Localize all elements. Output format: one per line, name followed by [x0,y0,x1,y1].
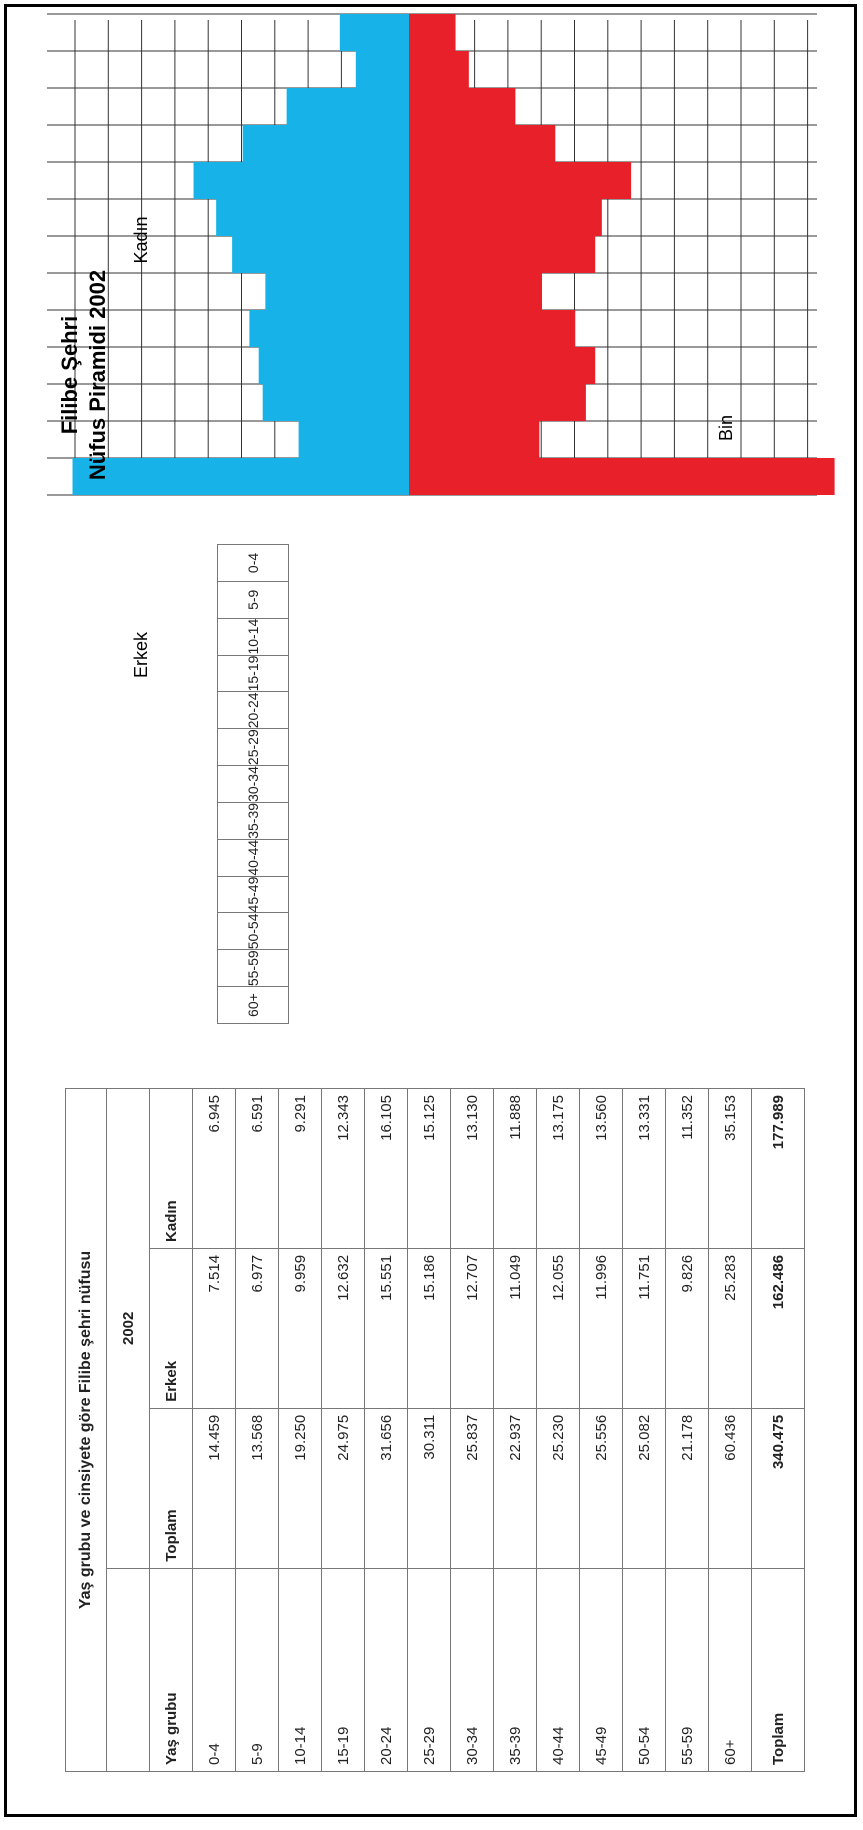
population-pyramid-chart: 3210123 Filibe Şehri Nüfus Piramidi 2002… [47,13,835,678]
chart-title: Filibe Şehri [57,316,82,435]
legend-female-label: Kadın [131,216,151,263]
bar-female [409,458,835,495]
page-frame: Yaş grubu ve cinsiyete göre Filibe şehri… [4,4,857,1817]
bar-male [232,236,409,273]
bar-female [409,384,586,421]
bar-female [409,421,540,458]
bar-male [339,14,409,51]
bar-male [216,199,409,236]
bar-male [242,125,409,162]
bar-female [409,347,596,384]
rotated-page: Yaş grubu ve cinsiyete göre Filibe şehri… [7,7,863,1830]
bar-male [265,273,409,310]
bar-male [355,51,409,88]
bar-female [409,273,542,310]
bar-male [298,421,409,458]
bar-female [409,199,602,236]
chart-subtitle: Nüfus Piramidi 2002 [85,270,110,480]
bar-male [262,384,409,421]
bar-male [286,88,410,125]
bar-female [409,88,516,125]
chart-bars [72,14,835,495]
bar-female [409,51,469,88]
bar-female [409,236,596,273]
bar-male [249,310,409,347]
bar-female [409,14,456,51]
x-axis-unit-label: Bin [716,415,736,441]
legend-male-label: Erkek [131,631,151,678]
bar-male [193,162,409,199]
bar-female [409,162,632,199]
bar-female [409,125,556,162]
bar-male [258,347,409,384]
bar-male [72,458,409,495]
bar-female [409,310,576,347]
